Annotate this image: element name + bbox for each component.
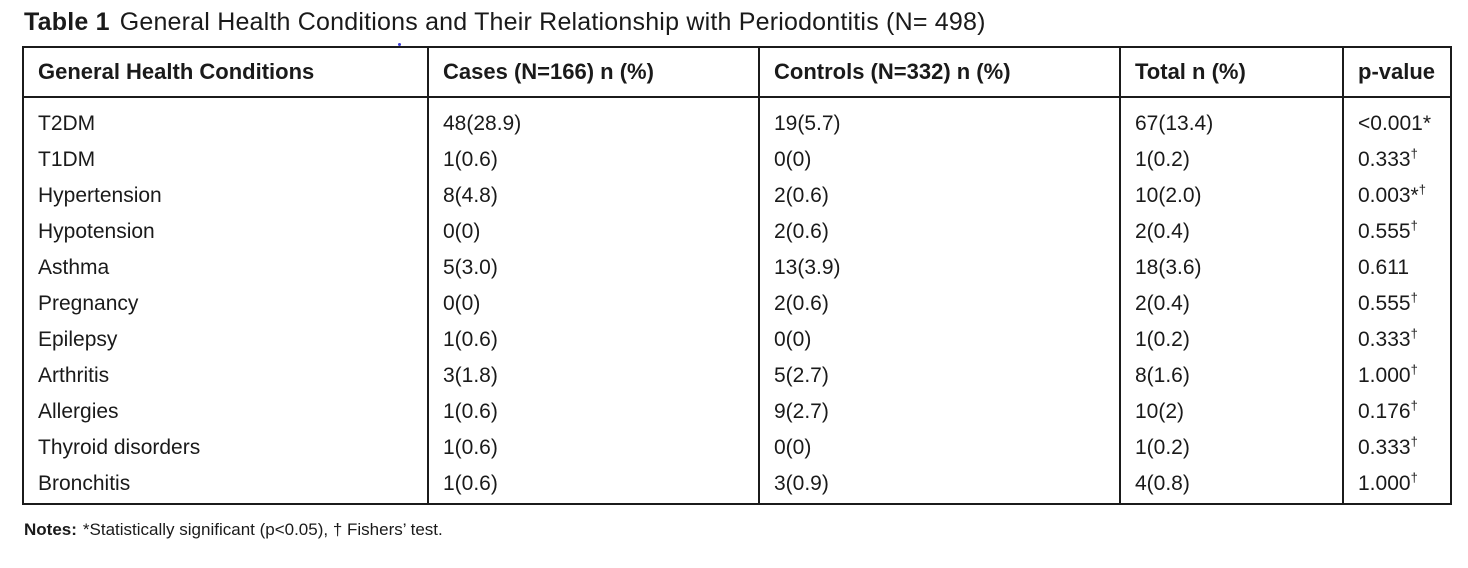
p-value-superscript: †: [1410, 326, 1418, 341]
cell-condition: Arthritis: [38, 364, 110, 387]
p-value-superscript: †: [1418, 182, 1426, 197]
p-value-text: 1.000: [1358, 472, 1411, 495]
cell-cases: 1(0.6): [443, 148, 498, 171]
p-value-text: 0.333: [1358, 436, 1411, 459]
notes-text: *Statistically significant (p<0.05), † F…: [82, 520, 443, 539]
cell-controls: 2(0.6): [774, 220, 829, 243]
p-value-text: 0.555: [1358, 292, 1411, 315]
cell-p-value: 0.555†: [1344, 286, 1450, 322]
cell-condition: Bronchitis: [38, 472, 131, 495]
cell-condition: Pregnancy: [38, 292, 139, 315]
cell-controls: 0(0): [774, 148, 812, 171]
table-caption: Table 1 General Health Conditions and The…: [24, 8, 986, 37]
p-value-text: 0.176: [1358, 400, 1411, 423]
cell-total: 1(0.2): [1135, 436, 1190, 459]
table-caption-number: Table 1: [24, 8, 110, 36]
cell-total: 10(2): [1135, 400, 1185, 423]
cell-total: 2(0.4): [1135, 292, 1190, 315]
cell-condition: T2DM: [38, 112, 96, 135]
cell-total: 1(0.2): [1135, 148, 1190, 171]
cell-controls: 9(2.7): [774, 400, 829, 423]
cell-total: 18(3.6): [1135, 256, 1202, 279]
cell-cases: 48(28.9): [443, 112, 522, 135]
table-column-total: 67(13.4) 1(0.2) 10(2.0) 2(0.4) 18(3.6) 2…: [1119, 98, 1342, 503]
header-total: Total n (%): [1119, 48, 1342, 96]
cell-condition: Hypertension: [38, 184, 162, 207]
header-controls: Controls (N=332) n (%): [758, 48, 1119, 96]
table-body: T2DM T1DM Hypertension Hypotension Asthm…: [24, 98, 1450, 503]
cell-condition: Allergies: [38, 400, 119, 423]
cell-controls: 2(0.6): [774, 184, 829, 207]
header-p-value: p-value: [1342, 48, 1450, 96]
cell-condition: Asthma: [38, 256, 110, 279]
table-header-row: General Health Conditions Cases (N=166) …: [24, 48, 1450, 98]
cell-p-value: 0.176†: [1344, 394, 1450, 430]
cell-p-value: 0.611: [1344, 250, 1450, 286]
table-column-controls: 19(5.7) 0(0) 2(0.6) 2(0.6) 13(3.9) 2(0.6…: [758, 98, 1119, 503]
p-value-superscript: †: [1410, 362, 1418, 377]
cell-cases: 1(0.6): [443, 328, 498, 351]
p-value-superscript: †: [1410, 290, 1418, 305]
cell-cases: 1(0.6): [443, 436, 498, 459]
table-column-p-value: <0.001* 0.333† 0.003*† 0.555† 0.611 0.55…: [1342, 98, 1450, 503]
cell-controls: 0(0): [774, 328, 812, 351]
table-notes: Notes: *Statistically significant (p<0.05…: [24, 520, 443, 540]
table-column-condition: T2DM T1DM Hypertension Hypotension Asthm…: [24, 98, 427, 503]
cell-p-value: 1.000†: [1344, 466, 1450, 502]
cell-total: 8(1.6): [1135, 364, 1190, 387]
p-value-superscript: †: [1410, 218, 1418, 233]
cell-controls: 2(0.6): [774, 292, 829, 315]
cell-total: 4(0.8): [1135, 472, 1190, 495]
p-value-text: 0.555: [1358, 220, 1411, 243]
scan-artifact-dot: [398, 43, 401, 46]
cell-p-value: 0.333†: [1344, 142, 1450, 178]
cell-p-value: 0.333†: [1344, 322, 1450, 358]
cell-controls: 0(0): [774, 436, 812, 459]
table-column-cases: 48(28.9) 1(0.6) 8(4.8) 0(0) 5(3.0) 0(0) …: [427, 98, 758, 503]
cell-total: 67(13.4): [1135, 112, 1214, 135]
notes-label: Notes:: [24, 520, 77, 539]
cell-p-value: 0.333†: [1344, 430, 1450, 466]
table-caption-text: General Health Conditions and Their Rela…: [119, 8, 986, 36]
p-value-text: 0.333: [1358, 148, 1411, 171]
p-value-superscript: †: [1410, 146, 1418, 161]
p-value-text: 1.000: [1358, 364, 1411, 387]
cell-cases: 8(4.8): [443, 184, 498, 207]
cell-p-value: <0.001*: [1344, 106, 1450, 142]
data-table: General Health Conditions Cases (N=166) …: [22, 46, 1452, 505]
p-value-text: 0.333: [1358, 328, 1411, 351]
cell-p-value: 0.555†: [1344, 214, 1450, 250]
cell-condition: Hypotension: [38, 220, 155, 243]
cell-cases: 0(0): [443, 292, 481, 315]
p-value-superscript: †: [1410, 434, 1418, 449]
cell-cases: 5(3.0): [443, 256, 498, 279]
p-value-superscript: †: [1410, 398, 1418, 413]
cell-condition: Thyroid disorders: [38, 436, 201, 459]
cell-controls: 19(5.7): [774, 112, 841, 135]
cell-total: 2(0.4): [1135, 220, 1190, 243]
p-value-superscript: †: [1410, 470, 1418, 485]
cell-controls: 13(3.9): [774, 256, 841, 279]
cell-controls: 5(2.7): [774, 364, 829, 387]
cell-condition: T1DM: [38, 148, 96, 171]
cell-cases: 1(0.6): [443, 472, 498, 495]
cell-controls: 3(0.9): [774, 472, 829, 495]
cell-cases: 0(0): [443, 220, 481, 243]
cell-condition: Epilepsy: [38, 328, 118, 351]
p-value-text: 0.003*: [1358, 184, 1419, 207]
cell-cases: 1(0.6): [443, 400, 498, 423]
cell-total: 10(2.0): [1135, 184, 1202, 207]
p-value-text: 0.611: [1358, 256, 1409, 279]
header-general-health-conditions: General Health Conditions: [38, 59, 315, 84]
cell-p-value: 1.000†: [1344, 358, 1450, 394]
cell-cases: 3(1.8): [443, 364, 498, 387]
cell-total: 1(0.2): [1135, 328, 1190, 351]
header-cases: Cases (N=166) n (%): [427, 48, 758, 96]
p-value-text: <0.001*: [1358, 112, 1431, 135]
cell-p-value: 0.003*†: [1344, 178, 1450, 214]
